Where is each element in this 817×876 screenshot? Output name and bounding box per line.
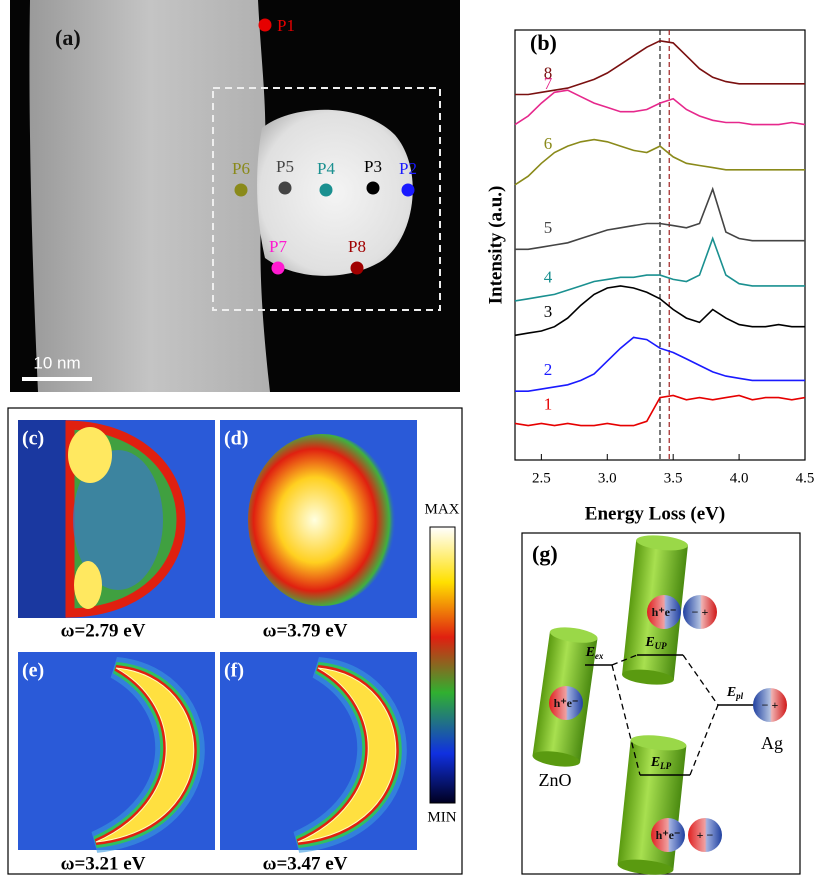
- x-tick-label: 3.0: [598, 470, 617, 486]
- material-label: Ag: [761, 733, 783, 753]
- panel-label: (b): [530, 30, 557, 55]
- energy-label: Epl: [726, 685, 744, 701]
- energy-subscript: UP: [655, 641, 667, 651]
- energy-subscript: pl: [735, 691, 744, 701]
- x-tick-label: 3.5: [664, 470, 683, 486]
- material-label: ZnO: [539, 770, 572, 790]
- charge-label: h⁺e⁻: [656, 828, 681, 842]
- probe-point: [367, 182, 380, 195]
- charge-label: + −: [697, 828, 714, 842]
- connector: [690, 705, 718, 775]
- colorbar-max: MAX: [424, 501, 459, 517]
- map-hotspot: [74, 561, 102, 609]
- probe-label: P8: [348, 237, 366, 256]
- series-label: 6: [544, 134, 553, 153]
- series-label: 4: [544, 268, 553, 287]
- energy-label: Eex: [585, 645, 604, 661]
- panel-label: (g): [532, 541, 558, 566]
- scale-bar-label: 10 nm: [33, 353, 80, 372]
- energy-subscript: LP: [659, 761, 671, 771]
- series-label: 5: [544, 218, 553, 237]
- probe-point: [320, 184, 333, 197]
- x-tick-label: 4.0: [730, 470, 749, 486]
- energy-symbol: E: [650, 755, 660, 770]
- zno-rod: [29, 0, 270, 392]
- x-axis-title: Energy Loss (eV): [585, 503, 725, 524]
- panels-maps: (c) ω=2.79 eV (d) ω=3.79 eV (e) ω=3.21 eV (f) ω…: [8, 408, 462, 874]
- probe-point: [402, 184, 415, 197]
- panel-label: (c): [22, 428, 44, 450]
- map-caption: ω=3.21 eV: [61, 853, 146, 874]
- charge-label: h⁺e⁻: [554, 696, 579, 710]
- series-label: 1: [544, 394, 553, 413]
- probe-point: [259, 19, 272, 32]
- series-label: 8: [544, 63, 553, 82]
- map-caption: ω=3.47 eV: [263, 853, 348, 874]
- energy-symbol: E: [726, 685, 736, 700]
- colorbar-min: MIN: [427, 809, 456, 825]
- map-caption: ω=3.79 eV: [263, 620, 348, 641]
- probe-label: P3: [364, 157, 382, 176]
- series-label: 3: [544, 302, 553, 321]
- energy-symbol: E: [585, 645, 595, 660]
- probe-label: P4: [317, 159, 335, 178]
- probe-label: P2: [399, 159, 417, 178]
- panel-label: (a): [55, 25, 81, 50]
- probe-label: P1: [277, 16, 295, 35]
- probe-label: P7: [269, 237, 287, 256]
- x-tick-label: 4.5: [796, 470, 815, 486]
- map-caption: ω=2.79 eV: [61, 620, 146, 641]
- energy-symbol: E: [644, 635, 654, 650]
- series-label: 2: [544, 360, 553, 379]
- charge-label: h⁺e⁻: [652, 605, 677, 619]
- probe-point: [272, 262, 285, 275]
- panel-label: (f): [224, 660, 244, 682]
- y-axis-title: Intensity (a.u.): [485, 186, 506, 305]
- probe-label: P6: [232, 159, 250, 178]
- connector: [683, 655, 718, 705]
- figure: (a) 10 nm P1 P2 P3 P4 P5 P6 P7 P8 2.5 3.0 3.5 4.0 4.5 1…: [0, 0, 817, 876]
- colorbar: [430, 527, 455, 803]
- map-shadow: [18, 420, 66, 618]
- probe-label: P5: [276, 157, 294, 176]
- panel-label: (d): [224, 428, 248, 450]
- charge-label: − +: [692, 605, 709, 619]
- probe-point: [279, 182, 292, 195]
- probe-point: [235, 184, 248, 197]
- x-tick-label: 2.5: [532, 470, 551, 486]
- panel-a: (a) 10 nm P1 P2 P3 P4 P5 P6 P7 P8: [10, 0, 460, 392]
- energy-subscript: ex: [595, 651, 604, 661]
- map-blob: [248, 434, 396, 606]
- panel-label: (e): [22, 660, 44, 682]
- charge-label: − +: [762, 698, 779, 712]
- map-hotspot: [68, 427, 112, 483]
- probe-point: [351, 262, 364, 275]
